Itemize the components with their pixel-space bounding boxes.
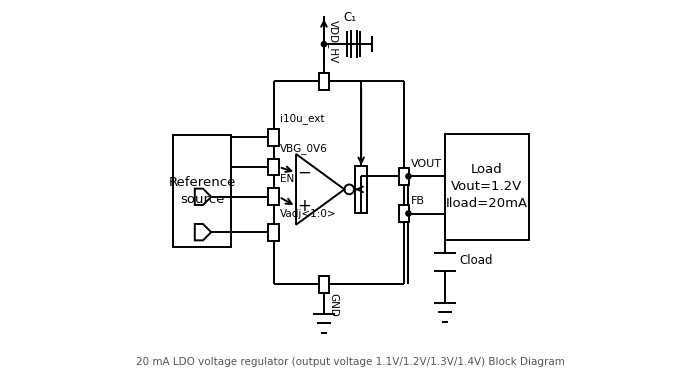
Bar	[269, 159, 279, 176]
Bar	[173, 135, 231, 247]
Bar	[399, 168, 409, 185]
Bar	[269, 129, 279, 146]
Bar	[318, 276, 329, 292]
Text: VBG_0V6: VBG_0V6	[281, 143, 328, 154]
Text: i10u_ext: i10u_ext	[281, 113, 325, 124]
Text: C₁: C₁	[344, 11, 356, 24]
Text: VOUT: VOUT	[411, 159, 442, 169]
Text: FB: FB	[411, 196, 425, 206]
Bar	[445, 134, 528, 240]
Circle shape	[406, 174, 411, 179]
Bar	[318, 73, 329, 90]
Bar	[355, 166, 367, 213]
Text: Vadj<1:0>: Vadj<1:0>	[281, 209, 337, 219]
Text: Cload: Cload	[459, 254, 493, 267]
Text: VDD_HV: VDD_HV	[328, 20, 339, 63]
Circle shape	[321, 42, 326, 47]
Text: Load
Vout=1.2V
Iload=20mA: Load Vout=1.2V Iload=20mA	[446, 163, 528, 210]
Bar	[269, 188, 279, 205]
Text: +: +	[298, 197, 312, 215]
Text: EN: EN	[281, 174, 295, 184]
Text: GND: GND	[328, 293, 338, 316]
Circle shape	[406, 211, 411, 216]
Bar	[399, 205, 409, 222]
Text: 20 mA LDO voltage regulator (output voltage 1.1V/1.2V/1.3V/1.4V) Block Diagram: 20 mA LDO voltage regulator (output volt…	[136, 357, 564, 368]
Text: Reference
source: Reference source	[169, 176, 236, 206]
Bar	[269, 224, 279, 240]
Text: −: −	[298, 164, 312, 182]
